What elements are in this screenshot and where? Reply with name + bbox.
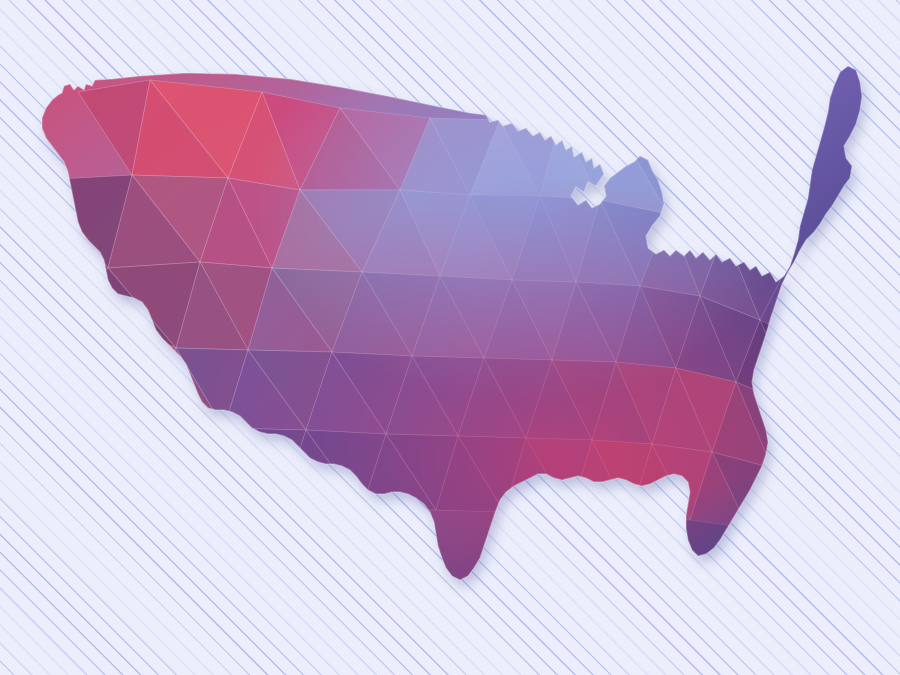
mosaic-triangle — [127, 429, 201, 501]
mosaic-triangle — [149, 427, 225, 501]
mosaic-triangle — [199, 427, 283, 505]
mosaic-triangle — [689, 151, 753, 233]
mosaic-triangle — [95, 415, 151, 498]
mosaic-triangle — [667, 151, 725, 233]
mosaic-triangle — [61, 299, 151, 431]
mosaic-triangle — [759, 319, 823, 409]
